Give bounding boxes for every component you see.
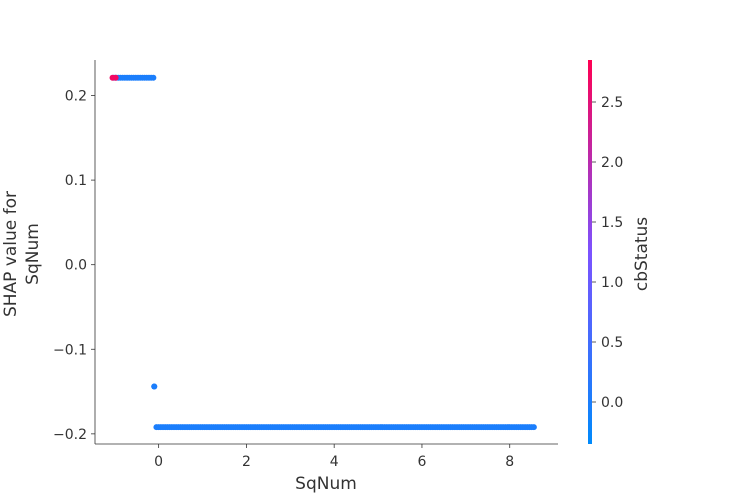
data-point <box>112 74 119 81</box>
colorbar-label: cbStatus <box>632 217 652 291</box>
x-tick-label: 6 <box>417 454 426 470</box>
y-axis-ticks: −0.2 −0.1 0.0 0.1 0.2 <box>53 89 95 443</box>
y-tick-label: 0.2 <box>65 89 87 105</box>
plot-area <box>109 74 537 431</box>
x-axis-label: SqNum <box>295 474 357 494</box>
y-tick-label: −0.1 <box>53 342 87 358</box>
colorbar-tick-label: 1.5 <box>601 215 623 231</box>
y-tick-label: −0.2 <box>53 427 87 443</box>
colorbar-tick-label: 0.0 <box>601 395 623 411</box>
colorbar-tick-label: 1.0 <box>601 275 623 291</box>
x-tick-label: 4 <box>330 454 339 470</box>
y-tick-label: 0.0 <box>65 258 87 274</box>
colorbar-tick-label: 2.5 <box>601 95 623 111</box>
colorbar <box>588 60 592 444</box>
x-axis-ticks: 0 2 4 6 8 <box>154 444 514 470</box>
data-point <box>151 383 158 390</box>
x-tick-label: 8 <box>505 454 514 470</box>
colorbar-tick-label: 2.0 <box>601 155 623 171</box>
y-axis-label-line-1: SHAP value for <box>1 191 21 317</box>
x-tick-label: 2 <box>242 454 251 470</box>
colorbar-ticks: 0.0 0.5 1.0 1.5 2.0 2.5 <box>592 95 623 411</box>
data-point <box>150 74 157 81</box>
colorbar-tick-label: 0.5 <box>601 335 623 351</box>
data-point <box>530 424 537 431</box>
x-tick-label: 0 <box>154 454 163 470</box>
y-axis-label-line-2: SqNum <box>23 223 43 285</box>
y-tick-label: 0.1 <box>65 173 87 189</box>
